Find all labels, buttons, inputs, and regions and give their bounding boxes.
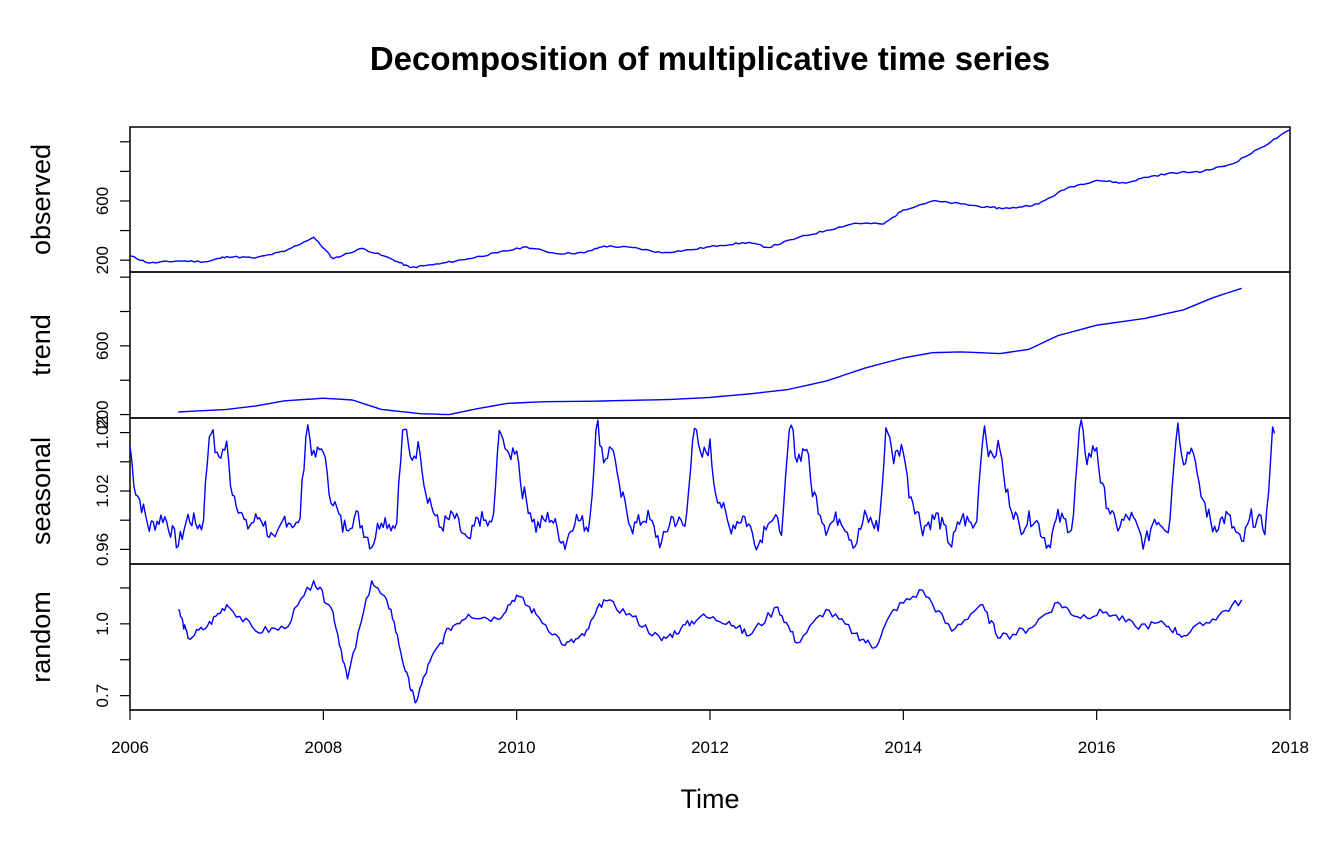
y-tick-label-seasonal: 1.02 <box>93 416 112 449</box>
panel-seasonal: 0.96 1.02 1.02 seasonal <box>26 416 1291 566</box>
x-tick-label: 2006 <box>111 738 149 757</box>
panels-group: 200 600 observed 200 600 trend 0.96 1.02 1.02 sea… <box>26 126 1291 711</box>
chart-title: Decomposition of multiplicative time ser… <box>370 40 1050 77</box>
panel-observed: 200 600 observed <box>26 126 1291 274</box>
y-axis-title-observed: observed <box>26 144 56 255</box>
x-tick-label: 2012 <box>691 738 729 757</box>
series-line-seasonal <box>129 419 1276 551</box>
y-axis-title-trend: trend <box>26 314 56 376</box>
x-tick-label: 2016 <box>1078 738 1116 757</box>
y-axis-title-seasonal: seasonal <box>26 437 56 545</box>
panel-frame-random <box>129 563 1291 711</box>
x-axis: 2006 2008 2010 2012 2014 2016 2018 <box>111 709 1309 757</box>
panel-trend: 200 600 trend <box>26 271 1291 429</box>
y-tick-label-trend: 200 <box>93 400 112 428</box>
y-tick-label-random: 1.0 <box>93 612 112 636</box>
x-tick-label: 2014 <box>884 738 922 757</box>
panel-frame-observed <box>129 126 1291 273</box>
series-line-observed <box>129 129 1291 269</box>
y-tick-label-random: 0.7 <box>93 684 112 708</box>
y-tick-label-seasonal: 1.02 <box>93 474 112 507</box>
x-axis-title: Time <box>681 784 740 814</box>
panel-frame-trend <box>129 271 1291 419</box>
y-axis-title-random: random <box>26 591 56 683</box>
y-tick-label-observed: 200 <box>93 246 112 274</box>
series-line-random <box>177 580 1243 704</box>
y-tick-label-observed: 600 <box>93 187 112 215</box>
x-tick-label: 2010 <box>498 738 536 757</box>
panel-random: 0.7 1.0 random <box>26 563 1291 711</box>
y-tick-label-seasonal: 0.96 <box>93 533 112 566</box>
x-tick-label: 2018 <box>1271 738 1309 757</box>
y-tick-label-trend: 600 <box>93 332 112 360</box>
series-line-trend <box>178 287 1242 416</box>
x-tick-label: 2008 <box>304 738 342 757</box>
